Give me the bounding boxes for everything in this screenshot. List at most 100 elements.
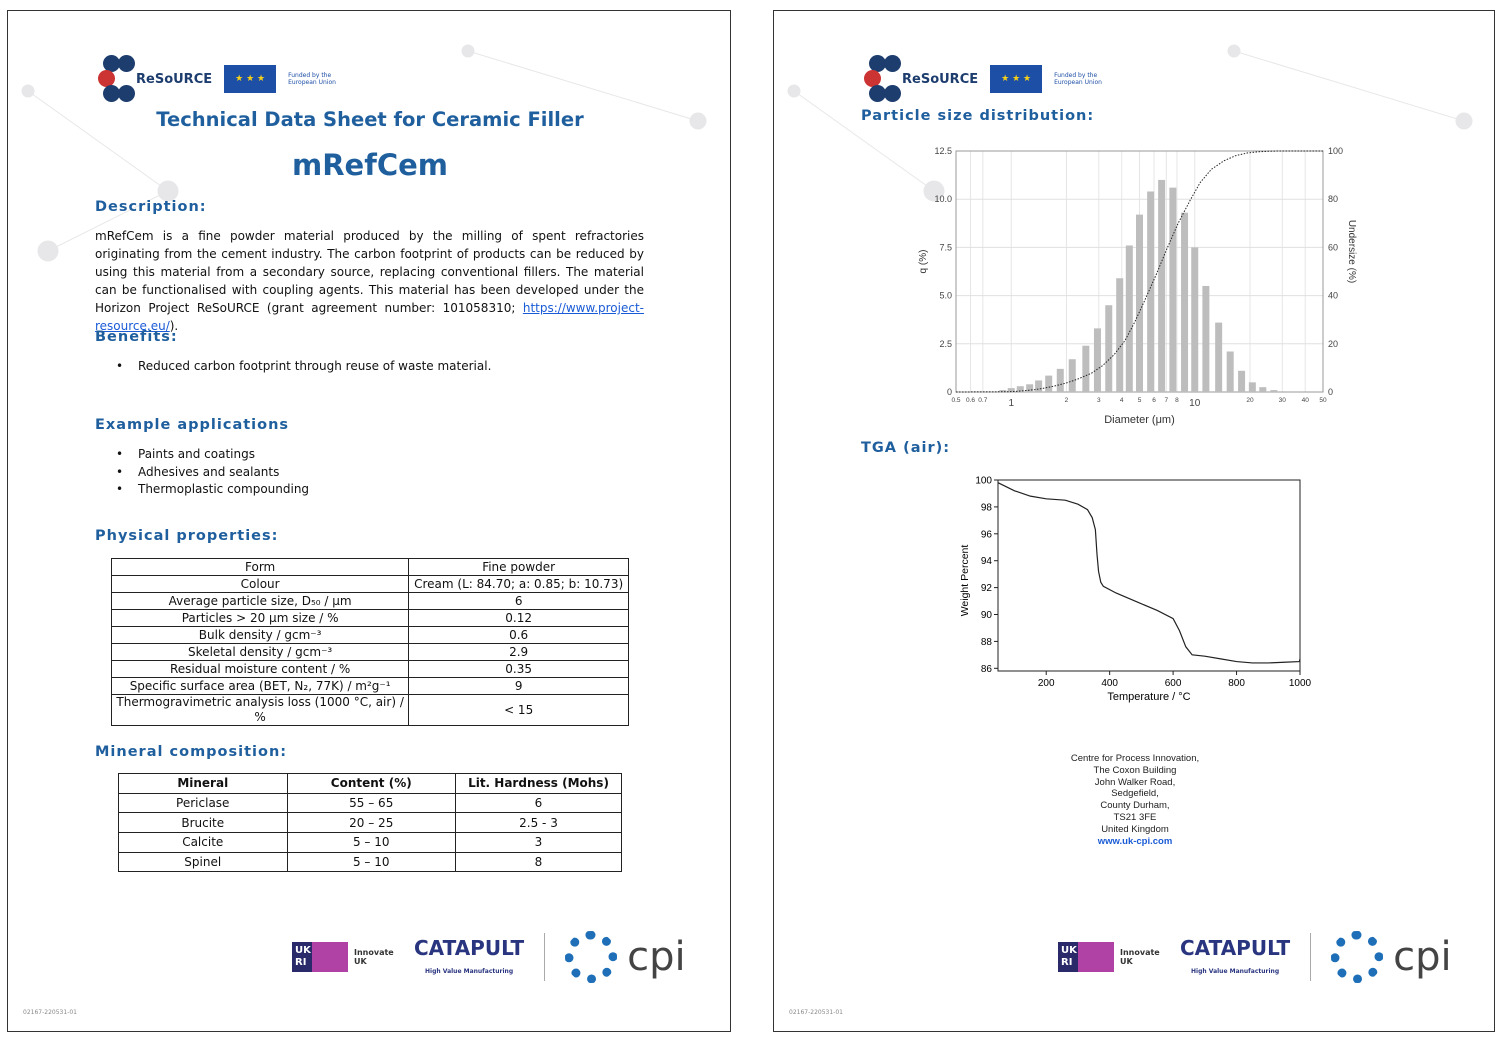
background-network-pattern	[21, 44, 707, 262]
property-name: Residual moisture content / %	[110, 660, 410, 678]
address-block: Centre for Process Innovation, The Coxon…	[774, 753, 1494, 847]
histogram-bar	[1191, 247, 1199, 392]
eu-funded-text: Funded by the European Union	[1054, 72, 1102, 86]
x-tick-label: 20	[1246, 397, 1254, 404]
cpi-text: cpi	[627, 934, 686, 980]
eu-flag-icon: ★ ★ ★	[224, 65, 277, 93]
table-row: Colour Cream (L: 84.70; a: 0.85; b: 10.73…	[110, 575, 629, 593]
address-line: Sedgefield,	[1111, 788, 1159, 800]
table-cell: 5 – 10	[286, 851, 456, 873]
catapult-subtitle: High Value Manufacturing	[425, 967, 514, 975]
histogram-bar	[999, 390, 1007, 392]
property-name: Form	[110, 558, 410, 576]
x-tick-label: 6	[1152, 397, 1156, 404]
histogram-bar	[1248, 382, 1256, 392]
table-row: Bulk density / gcm⁻³ 0.6	[110, 626, 629, 644]
catapult-logo: CATAPULT High Value Manufacturing	[414, 938, 524, 977]
resource-wordmark: ReSoURCE	[136, 71, 213, 87]
divider	[1310, 933, 1312, 981]
page-1: ReSoURCE ★ ★ ★ Funded by the European Un…	[7, 10, 731, 1032]
y-tick-label: 88	[981, 637, 993, 648]
histogram-bar	[1169, 187, 1177, 392]
y2-tick-label: 60	[1328, 242, 1338, 252]
eu-flag-icon: ★ ★ ★	[990, 65, 1043, 93]
address-line: TS21 3FE	[1113, 811, 1157, 823]
sponsor-logos: UK RI Innovate UK CATAPULT High Value Manuf…	[292, 931, 686, 983]
weight-curve	[997, 482, 1301, 664]
cpi-logo: cpi	[565, 931, 686, 983]
property-value: Cream (L: 84.70; a: 0.85; b: 10.73)	[408, 575, 629, 593]
catapult-text: CATAPULT	[1180, 935, 1291, 960]
y-tick-label: 100	[975, 476, 992, 487]
y2-tick-label: 100	[1328, 146, 1343, 156]
x-axis-label: Diameter (μm)	[1104, 414, 1175, 426]
histogram-bar	[1026, 384, 1034, 392]
resource-logo: ReSoURCE ★ ★ ★ Funded by the European Un…	[864, 55, 1114, 103]
description-tail: ).	[169, 319, 179, 333]
property-value: Fine powder	[408, 558, 629, 576]
table-row: Residual moisture content / % 0.35	[110, 660, 629, 678]
property-name: Bulk density / gcm⁻³	[110, 626, 410, 644]
x-axis-label: Temperature / °C	[1107, 691, 1190, 703]
histogram-bar	[1082, 345, 1090, 392]
x-tick-label: 1	[1008, 398, 1014, 409]
y-tick-label: 90	[981, 610, 993, 621]
histogram-bar	[1068, 359, 1076, 392]
product-name: mRefCem	[291, 148, 448, 182]
property-name: Thermogravimetric analysis loss (1000 °C…	[110, 694, 410, 726]
website-link[interactable]: www.uk-cpi.com	[1097, 835, 1173, 847]
cpi-ring-icon	[565, 931, 618, 983]
resource-hex-icon	[864, 55, 901, 103]
table-row: Particles > 20 μm size / % 0.12	[110, 609, 629, 627]
histogram-bar	[1215, 322, 1223, 392]
catapult-text: CATAPULT	[414, 935, 525, 960]
resource-logo: ReSoURCE ★ ★ ★ Funded by the European Un…	[98, 55, 348, 103]
table-cell: 3	[455, 832, 622, 853]
y-axis-label: q (%)	[918, 250, 929, 274]
catapult-logo: CATAPULT High Value Manufacturing	[1180, 938, 1290, 977]
x-tick-label: 8	[1175, 397, 1179, 404]
tga-chart: 200 400 600 800 1000 86 88 90 92 94 96 98 100 Tempera…	[959, 476, 1312, 704]
applications-list: Paints and coatings Adhesives and sealan…	[138, 446, 309, 499]
page-title: Technical Data Sheet for Ceramic Filler	[156, 108, 584, 131]
y2-tick-label: 40	[1328, 291, 1338, 301]
table-row: Calcite 5 – 10 3	[118, 832, 622, 853]
x-tick-label: 40	[1302, 397, 1310, 404]
table-row: Periclase 55 – 65 6	[118, 792, 622, 814]
y-tick-label: 2.5	[939, 339, 952, 349]
y-tick-label: 96	[981, 529, 993, 540]
table-cell: Periclase	[118, 792, 288, 814]
histogram-bar	[1093, 328, 1101, 392]
property-value: < 15	[408, 694, 629, 726]
table-cell: Calcite	[118, 832, 288, 853]
table-header-row: Mineral Content (%) Lit. Hardness (Mohs)	[118, 773, 622, 794]
physical-properties-table: Form Fine powder Colour Cream (L: 84.70; a:…	[110, 558, 629, 726]
x-tick-label: 0.7	[978, 397, 987, 404]
address-line: County Durham,	[1100, 800, 1170, 812]
histogram-bar	[1158, 179, 1166, 392]
property-name: Skeletal density / gcm⁻³	[110, 643, 410, 661]
project-link[interactable]: https://www.project-resource.eu/	[95, 301, 644, 333]
address-line: John Walker Road,	[1094, 776, 1176, 788]
benefits-heading: Benefits:	[95, 329, 178, 345]
x-tick-label: 50	[1319, 397, 1327, 404]
divider	[544, 933, 546, 981]
table-cell: 5 – 10	[286, 832, 456, 853]
histogram-bar	[1238, 370, 1246, 392]
property-name: Colour	[110, 575, 410, 593]
y-tick-label: 7.5	[939, 242, 952, 252]
table-cell: 55 – 65	[286, 792, 456, 814]
ukri-icon: UK RI	[1058, 942, 1114, 972]
histogram-bar	[1016, 386, 1024, 392]
x-tick-label: 3	[1097, 397, 1101, 404]
y2-tick-label: 0	[1328, 387, 1333, 397]
table-row: Skeletal density / gcm⁻³ 2.9	[110, 643, 629, 661]
x-tick-label: 30	[1279, 397, 1287, 404]
page-2: ReSoURCE ★ ★ ★ Funded by the European Un…	[773, 10, 1495, 1032]
innovate-uk-logo: UK RI Innovate UK	[1058, 942, 1160, 972]
innovate-uk-logo: UK RI Innovate UK	[292, 942, 394, 972]
description-text: mRefCem is a fine powder material produc…	[95, 227, 644, 335]
description-body: mRefCem is a fine powder material produc…	[95, 229, 644, 315]
background-network-pattern	[787, 44, 1473, 202]
histogram-bar	[1202, 285, 1210, 392]
